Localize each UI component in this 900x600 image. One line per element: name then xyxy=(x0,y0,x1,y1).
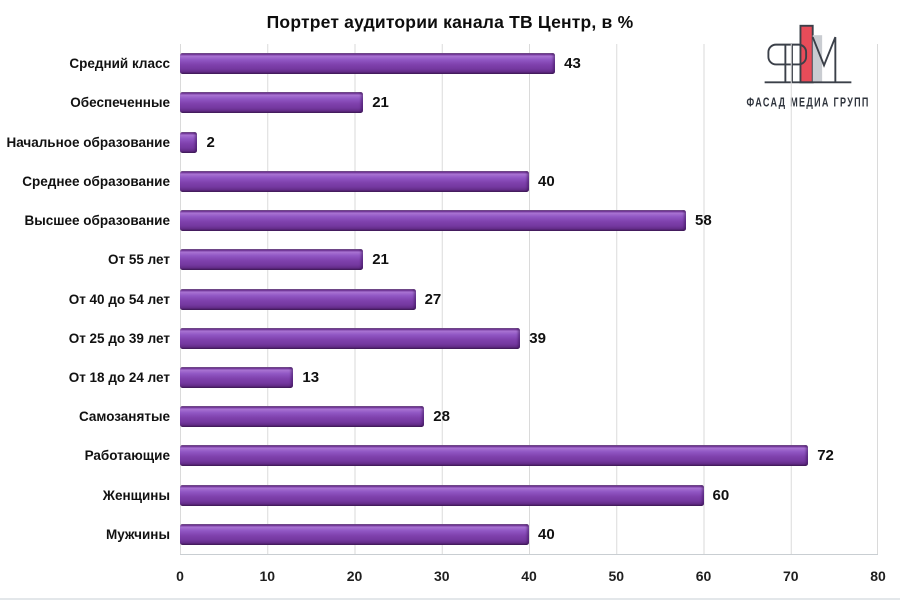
bar xyxy=(180,131,198,153)
chart-row: Работающие 72 xyxy=(85,436,878,475)
chart-row: Средний класс 43 xyxy=(69,44,878,83)
axis-tick-label: 30 xyxy=(433,568,450,584)
axis-tick-label: 40 xyxy=(521,568,537,584)
axis-tick-label: 80 xyxy=(870,568,886,584)
value-label: 27 xyxy=(424,290,442,308)
axis-tick-label: 70 xyxy=(782,568,799,584)
bar xyxy=(180,484,704,506)
chart-row: Мужчины 40 xyxy=(106,515,878,554)
value-label: 40 xyxy=(538,172,555,190)
bar xyxy=(180,210,687,232)
value-label: 13 xyxy=(302,368,320,386)
bar xyxy=(180,327,521,349)
value-label: 21 xyxy=(372,94,389,112)
bar xyxy=(180,53,556,75)
bar xyxy=(180,523,529,545)
category-label: Мужчины xyxy=(106,526,170,542)
value-label: 40 xyxy=(538,525,555,543)
chart-row: Начальное образование 2 xyxy=(6,122,878,161)
category-label: От 25 до 39 лет xyxy=(68,330,170,346)
chart-title: Портрет аудитории канала ТВ Центр, в % xyxy=(266,12,634,32)
axis-tick-label: 50 xyxy=(608,568,625,584)
bar xyxy=(180,445,809,467)
chart-row: Обеспеченные 21 xyxy=(70,83,878,122)
chart-row: От 25 до 39 лет 39 xyxy=(69,319,878,358)
bar xyxy=(180,170,529,192)
axis-tick-label: 0 xyxy=(176,568,184,584)
axis-tick-label: 10 xyxy=(259,568,276,584)
value-label: 28 xyxy=(433,408,450,426)
bar-rows: Средний класс 43 Обеспеченные 21 Начальн… xyxy=(6,44,878,554)
category-label: Среднее образование xyxy=(22,173,170,189)
category-label: Высшее образование xyxy=(24,213,170,229)
category-label: Обеспеченные xyxy=(70,95,170,111)
bar xyxy=(180,366,294,388)
plot-area: Средний класс 43 Обеспеченные 21 Начальн… xyxy=(6,44,878,555)
category-label: Средний класс xyxy=(69,56,170,72)
chart-row: Женщины 60 xyxy=(103,476,878,515)
value-label: 21 xyxy=(372,251,389,269)
chart-row: Среднее образование 40 xyxy=(22,162,878,201)
value-label: 39 xyxy=(529,329,546,347)
value-label: 43 xyxy=(564,55,581,73)
category-label: От 18 до 24 лет xyxy=(68,369,170,385)
bar xyxy=(180,288,416,310)
value-label: 2 xyxy=(206,133,215,151)
category-label: Начальное образование xyxy=(6,134,170,150)
chart-row: От 55 лет 21 xyxy=(108,240,878,279)
chart-row: От 18 до 24 лет 13 xyxy=(69,358,878,397)
chart-row: Самозанятые 28 xyxy=(79,397,878,436)
bar xyxy=(180,92,364,114)
category-label: Женщины xyxy=(102,487,170,503)
axis-tick-label: 60 xyxy=(695,568,712,584)
value-label: 72 xyxy=(817,447,834,465)
category-label: От 40 до 54 лет xyxy=(68,291,170,307)
value-label: 58 xyxy=(695,212,712,230)
x-axis: 0 10 20 30 40 50 60 70 80 xyxy=(176,562,886,588)
chart-row: Высшее образование 58 xyxy=(24,201,878,240)
bar xyxy=(180,406,425,428)
category-label: Работающие xyxy=(84,448,170,464)
value-label: 60 xyxy=(712,486,730,504)
chart-row: От 40 до 54 лет 27 xyxy=(69,279,878,318)
category-label: Самозанятые xyxy=(78,409,170,425)
axis-tick-label: 20 xyxy=(346,568,363,584)
category-label: От 55 лет xyxy=(108,252,170,268)
bar xyxy=(180,249,364,271)
